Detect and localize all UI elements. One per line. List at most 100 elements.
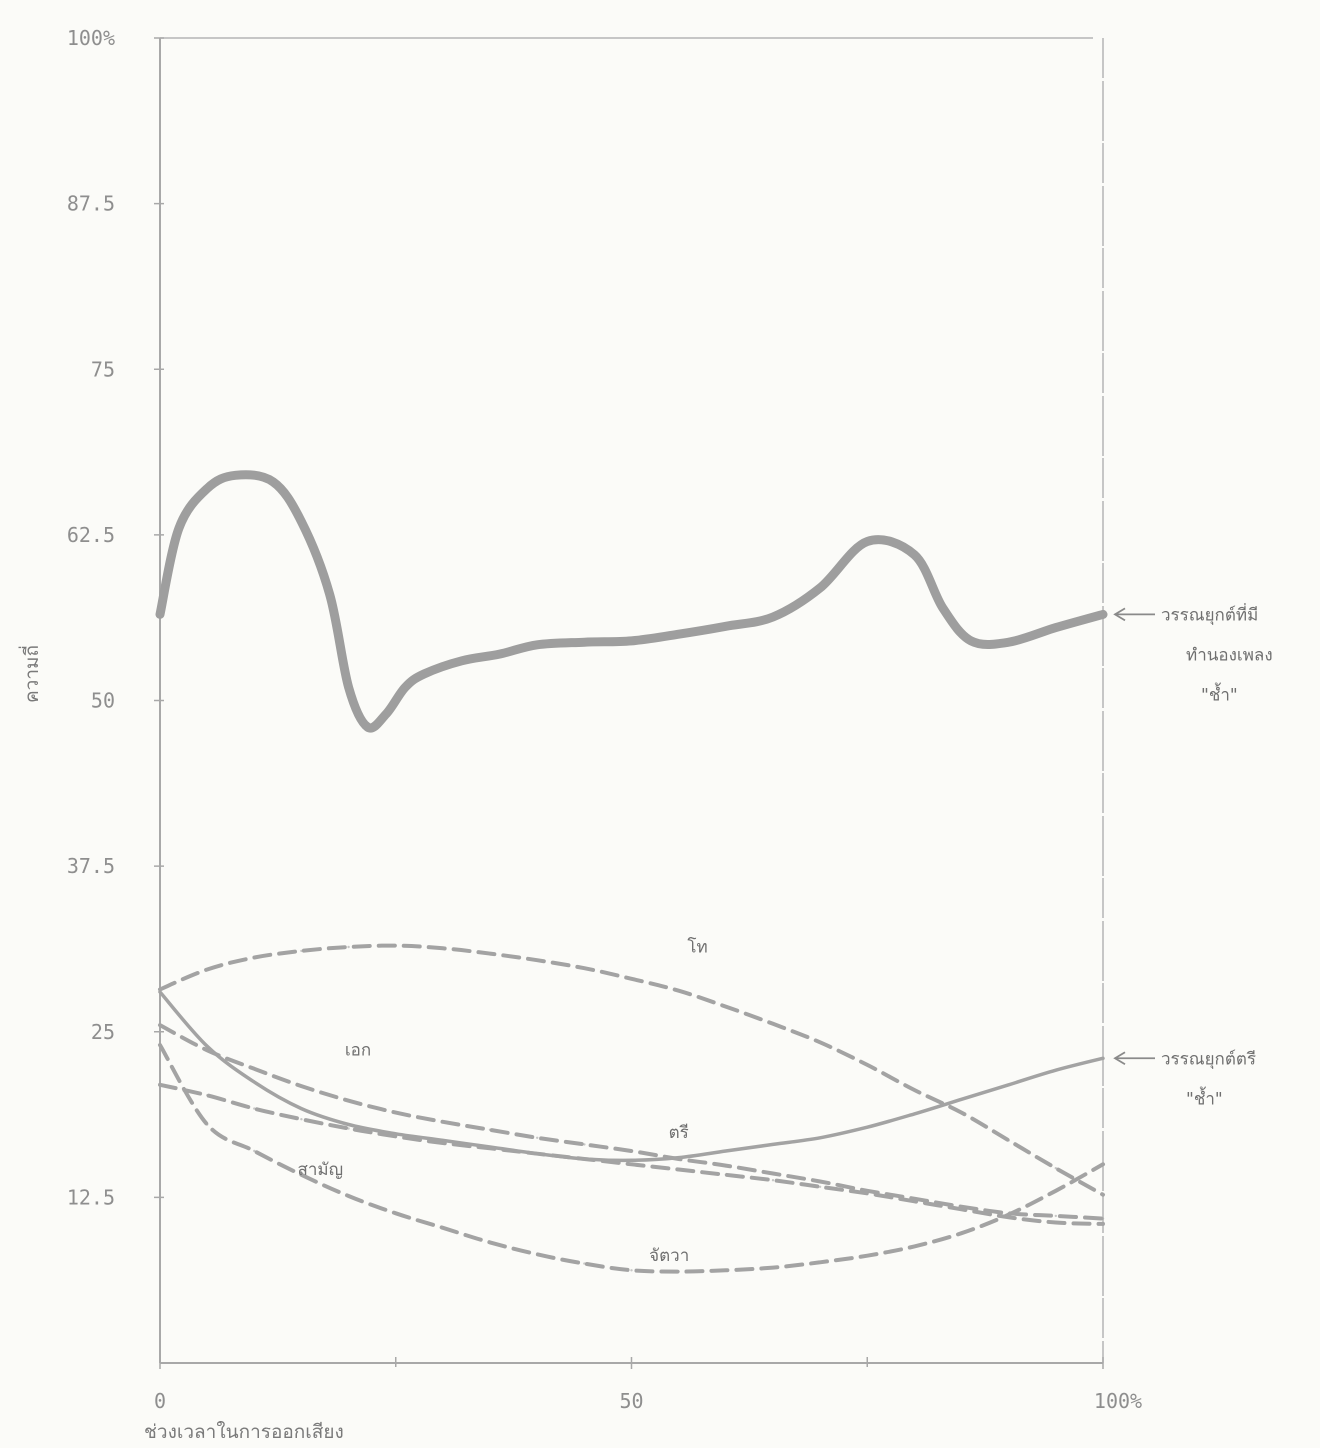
x-axis-label: ช่วงเวลาในการออกเสียง xyxy=(144,1421,344,1443)
data-point-0 xyxy=(488,952,492,955)
data-point-1 xyxy=(394,1111,397,1114)
data-point-0 xyxy=(818,1041,822,1044)
data-point-4 xyxy=(158,1043,162,1047)
data-point-5 xyxy=(583,641,586,644)
data-point-0 xyxy=(441,947,445,950)
data-point-3 xyxy=(818,1185,822,1189)
data-point-5 xyxy=(1007,641,1010,644)
y-axis-label: ความถี่ xyxy=(18,645,43,703)
data-point-5 xyxy=(818,586,822,590)
data-point-4 xyxy=(394,1212,397,1215)
data-point-0 xyxy=(913,1088,916,1092)
data-point-3 xyxy=(300,1118,303,1121)
data-point-3 xyxy=(583,1157,586,1161)
data-point-0 xyxy=(300,949,303,953)
side-label-line: วรรณยุกต์ตรี xyxy=(1161,1049,1256,1069)
y-tick-label: 62.5 xyxy=(67,523,115,547)
data-point-0 xyxy=(394,944,397,947)
data-point-2 xyxy=(253,1080,256,1084)
side-label-arrowhead xyxy=(1113,607,1126,622)
data-point-3 xyxy=(488,1147,492,1150)
data-point-3 xyxy=(206,1094,209,1097)
data-point-5 xyxy=(206,487,209,490)
data-point-4 xyxy=(1054,1189,1058,1193)
data-point-0 xyxy=(536,959,539,962)
data-point-4 xyxy=(1101,1163,1105,1166)
data-point-5 xyxy=(771,615,775,619)
data-point-2 xyxy=(630,1159,633,1162)
data-point-4 xyxy=(347,1194,350,1198)
series-annotation: จัตวา xyxy=(649,1246,689,1266)
data-point-5 xyxy=(422,672,426,676)
data-point-5 xyxy=(677,633,680,636)
series-annotation: โท xyxy=(687,936,707,957)
data-point-2 xyxy=(771,1143,775,1146)
data-point-1 xyxy=(158,1023,162,1027)
data-point-3 xyxy=(771,1179,775,1182)
y-tick-label: 100% xyxy=(67,26,115,50)
data-point-5 xyxy=(1054,626,1058,629)
data-point-0 xyxy=(771,1022,775,1025)
data-point-4 xyxy=(771,1266,775,1269)
data-point-3 xyxy=(630,1163,633,1166)
data-point-5 xyxy=(366,725,369,729)
data-point-0 xyxy=(1054,1167,1058,1170)
data-point-0 xyxy=(724,1005,727,1008)
data-point-4 xyxy=(630,1269,633,1272)
data-point-0 xyxy=(866,1063,869,1067)
series-line-2 xyxy=(158,990,1105,1163)
data-point-0 xyxy=(583,967,586,970)
series-line-0 xyxy=(158,943,1105,1197)
data-point-5 xyxy=(724,625,727,628)
data-point-4 xyxy=(913,1245,916,1248)
side-label-line: วรรณยุกต์ที่มี xyxy=(1161,602,1258,625)
data-point-3 xyxy=(960,1208,963,1211)
data-point-5 xyxy=(234,474,237,477)
side-label-line: ทำนองเพลง xyxy=(1186,645,1273,665)
data-point-0 xyxy=(630,977,633,980)
data-point-1 xyxy=(536,1136,539,1140)
data-point-4 xyxy=(960,1232,963,1235)
data-point-1 xyxy=(253,1067,256,1071)
data-point-5 xyxy=(913,553,916,556)
data-point-2 xyxy=(1101,1057,1105,1060)
data-point-1 xyxy=(630,1149,633,1153)
data-point-4 xyxy=(818,1261,822,1264)
data-point-3 xyxy=(253,1107,256,1110)
data-point-2 xyxy=(1054,1069,1058,1072)
data-point-1 xyxy=(347,1099,350,1102)
data-point-2 xyxy=(347,1123,350,1126)
data-point-3 xyxy=(866,1192,869,1195)
data-point-2 xyxy=(206,1045,209,1048)
data-point-3 xyxy=(394,1135,397,1138)
data-point-5 xyxy=(272,480,275,484)
data-point-5 xyxy=(866,540,869,543)
side-label-line: "ช้ำ" xyxy=(1186,1086,1223,1109)
series-line-5 xyxy=(155,470,1108,733)
data-point-1 xyxy=(771,1172,775,1175)
series-annotation: ตรี xyxy=(669,1123,689,1143)
data-point-2 xyxy=(724,1149,727,1153)
data-point-5 xyxy=(328,593,331,596)
y-tick-label: 25 xyxy=(91,1020,115,1044)
data-point-1 xyxy=(724,1164,727,1167)
data-point-3 xyxy=(441,1141,445,1145)
x-tick-label: 50 xyxy=(619,1389,643,1413)
y-tick-label: 50 xyxy=(91,689,115,713)
data-point-2 xyxy=(300,1107,303,1110)
data-point-1 xyxy=(583,1143,586,1146)
data-point-5 xyxy=(498,652,501,656)
data-point-5 xyxy=(385,712,388,715)
data-point-3 xyxy=(1101,1222,1105,1226)
data-point-2 xyxy=(677,1156,680,1159)
x-tick-label: 100% xyxy=(1094,1389,1142,1413)
data-point-5 xyxy=(300,520,303,523)
data-point-3 xyxy=(158,1083,162,1087)
data-point-4 xyxy=(866,1254,869,1257)
series-line-4 xyxy=(158,1043,1105,1274)
data-point-1 xyxy=(441,1120,445,1124)
data-point-4 xyxy=(488,1241,492,1244)
data-point-5 xyxy=(177,527,181,530)
